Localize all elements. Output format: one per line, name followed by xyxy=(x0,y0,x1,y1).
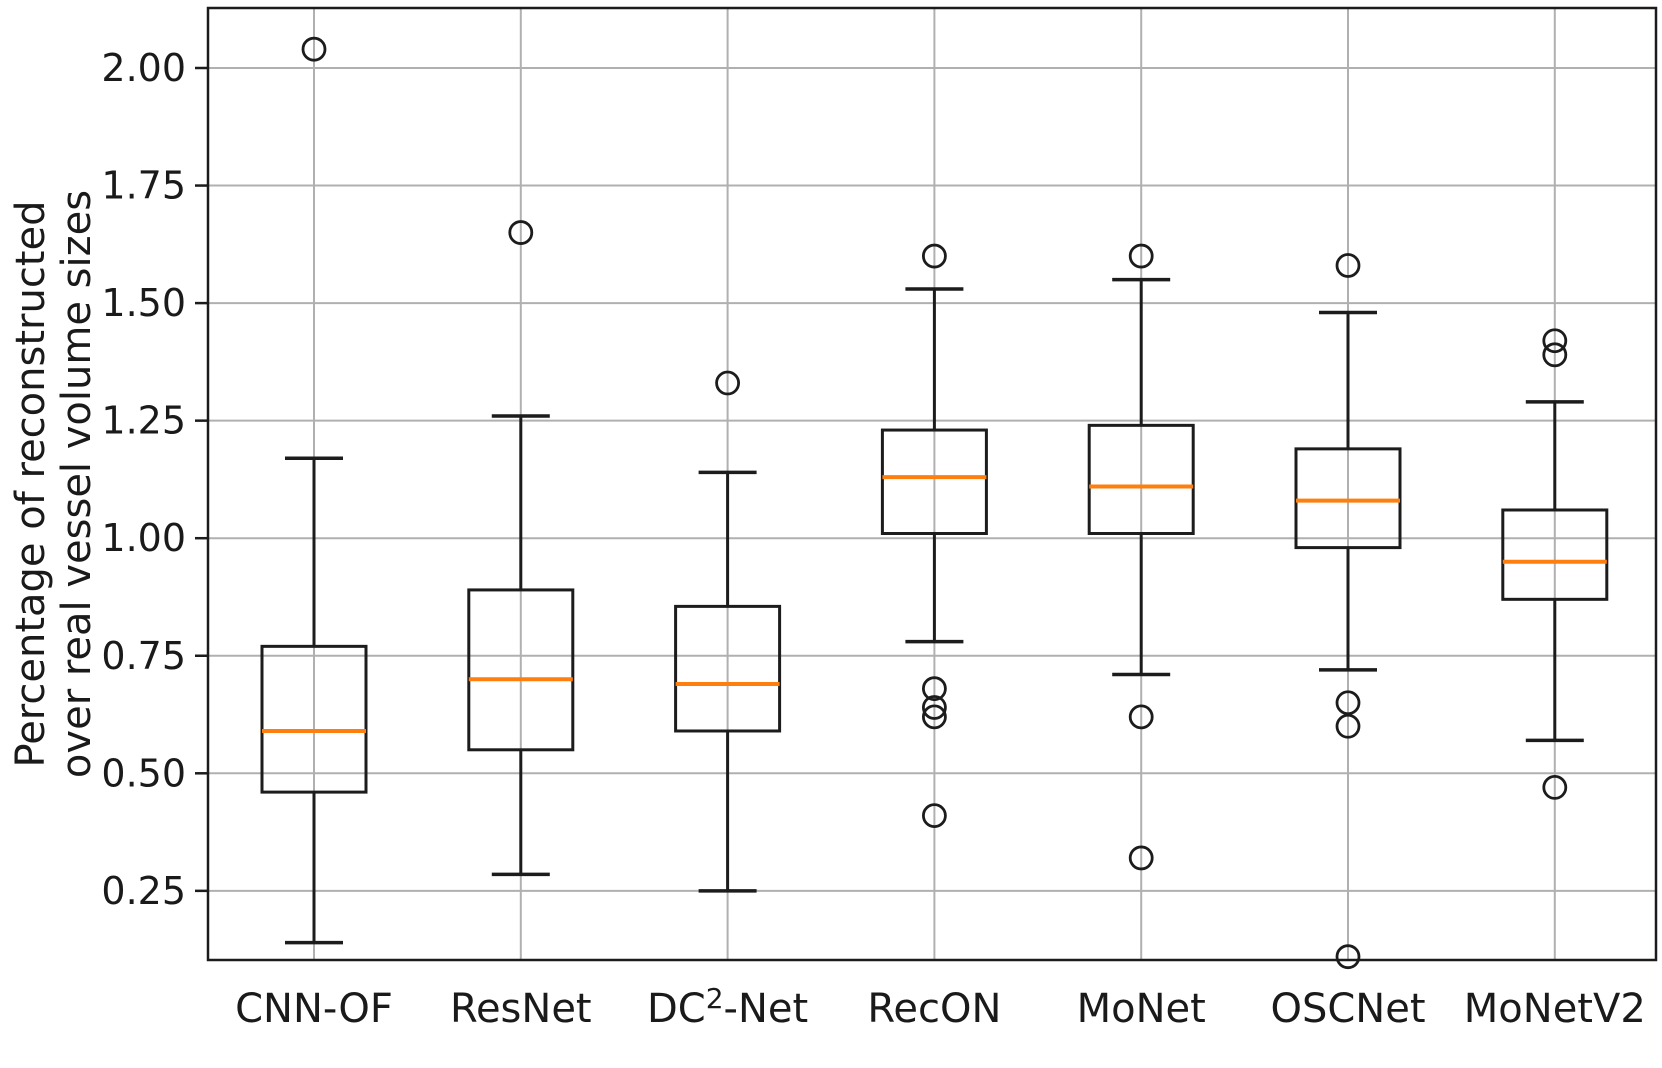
x-tick-label-RecON: RecON xyxy=(867,986,1001,1032)
box-group-OSCNet xyxy=(1294,253,1402,970)
outlier-point xyxy=(1335,690,1361,716)
outlier-point xyxy=(922,695,947,720)
iqr-box xyxy=(674,604,782,733)
outlier-point xyxy=(1542,342,1568,368)
x-axis: CNN-OF ResNet DC2-Net RecON MoNet OSCNet MoNet… xyxy=(235,982,1646,1032)
x-tick-label-DC²-Net: DC2-Net xyxy=(647,982,808,1032)
y-tick-label: 2.00 xyxy=(101,46,186,90)
iqr-box xyxy=(260,644,368,794)
outlier-point xyxy=(1128,845,1154,871)
iqr-box xyxy=(1294,447,1402,550)
x-tick-label-ResNet: ResNet xyxy=(450,986,592,1032)
x-tick-label-OSCNet: OSCNet xyxy=(1270,986,1425,1032)
iqr-box xyxy=(467,588,575,752)
outlier-point xyxy=(922,676,947,702)
outlier-point xyxy=(922,704,947,730)
y-tick-label: 1.50 xyxy=(101,281,186,325)
x-tick-label-MoNet: MoNet xyxy=(1077,986,1206,1032)
x-tick-label-CNN-OF: CNN-OF xyxy=(235,986,393,1032)
outlier-point xyxy=(1542,328,1568,354)
y-tick-label: 1.25 xyxy=(101,399,186,443)
y-tick-label: 0.75 xyxy=(101,634,186,678)
iqr-box xyxy=(1087,423,1195,535)
box-group-RecON xyxy=(880,243,988,829)
box-group-ResNet xyxy=(467,220,575,877)
y-axis-label-line2: over real vessel volume sizes xyxy=(54,190,100,778)
outlier-point xyxy=(1335,253,1361,278)
outlier-point xyxy=(1128,243,1154,269)
y-tick-label: 1.75 xyxy=(101,164,186,208)
outlier-point xyxy=(1128,704,1154,730)
iqr-box xyxy=(1501,508,1609,601)
x-tick-label-MoNetV2: MoNetV2 xyxy=(1464,986,1646,1032)
outlier-point xyxy=(715,370,740,396)
y-axis-label-line1: Percentage of reconstructed xyxy=(8,201,54,768)
y-axis: 0.25 0.50 0.75 1.00 1.25 1.50 1.75 2.00 Percenta… xyxy=(8,46,208,913)
grid-layer xyxy=(208,8,1656,960)
box-group-DC²-Net xyxy=(674,370,782,893)
y-tick-label: 0.25 xyxy=(101,869,186,913)
outlier-point xyxy=(508,220,534,245)
outlier-point xyxy=(922,243,947,269)
outlier-point xyxy=(1335,944,1361,970)
outlier-point xyxy=(1542,775,1568,800)
outlier-point xyxy=(922,803,947,829)
box-group-MoNet xyxy=(1087,243,1195,871)
plot-border xyxy=(206,6,1658,962)
outlier-point xyxy=(301,36,327,62)
outlier-point xyxy=(1335,713,1361,739)
y-tick-label: 0.50 xyxy=(101,751,186,795)
iqr-box xyxy=(880,428,988,535)
y-tick-label: 1.00 xyxy=(101,516,186,560)
box-group-MoNetV2 xyxy=(1501,328,1609,800)
box-group-CNN-OF xyxy=(260,36,368,945)
